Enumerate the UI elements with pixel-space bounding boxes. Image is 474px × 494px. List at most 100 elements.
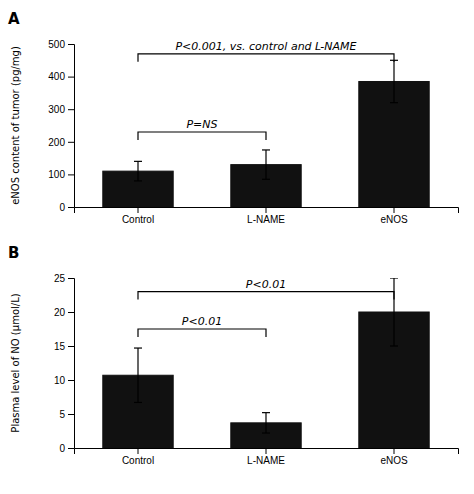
tick: 5 xyxy=(59,409,74,420)
x-axis: Control L-NAME eNOS xyxy=(75,448,459,466)
annotation: P=NS xyxy=(186,118,217,131)
marks xyxy=(103,278,429,448)
tick-mark xyxy=(68,77,74,78)
tick-mark xyxy=(266,448,267,454)
error-cap xyxy=(134,180,142,181)
tick: 10 xyxy=(54,375,74,386)
error-bar xyxy=(134,161,142,181)
tick: Control xyxy=(122,207,154,225)
tick: 0 xyxy=(59,202,74,213)
tick-label: 25 xyxy=(54,273,66,284)
tick: 25 xyxy=(54,273,74,284)
tick-mark xyxy=(394,448,395,454)
error-cap xyxy=(134,402,142,403)
axis-line xyxy=(68,45,75,208)
tick-label: eNOS xyxy=(380,214,408,225)
tick-label: 500 xyxy=(48,39,65,50)
tick-mark xyxy=(68,448,74,449)
error-bar xyxy=(262,413,270,433)
tick: eNOS xyxy=(380,448,408,466)
tick: 100 xyxy=(48,169,74,180)
marks xyxy=(103,60,429,207)
error-cap xyxy=(134,161,142,162)
tick-label: 100 xyxy=(48,169,65,180)
tick-mark xyxy=(394,207,395,213)
error-line xyxy=(393,278,394,346)
tick: 400 xyxy=(48,71,74,82)
tick: Control xyxy=(122,448,154,466)
error-cap xyxy=(390,345,398,346)
tick-mark xyxy=(68,109,74,110)
tick-label: L-NAME xyxy=(247,214,285,225)
error-cap xyxy=(134,347,142,348)
tick-mark xyxy=(138,448,139,454)
x-axis: Control L-NAME eNOS xyxy=(75,207,459,225)
panel: 0 100 200 300 400 500 Control L-NAME eNOS eNOS co… xyxy=(8,10,459,225)
tick-label: 15 xyxy=(54,341,66,352)
panel: 0 5 10 15 20 25 Control L-NAME eNOS Plasma level … xyxy=(8,244,459,466)
bracket xyxy=(138,292,394,300)
bracket xyxy=(138,132,266,140)
axis-title: eNOS content of tumor (pg/mg) xyxy=(10,46,21,205)
axis-line xyxy=(75,208,459,214)
tick-mark xyxy=(266,207,267,213)
tick: 0 xyxy=(59,443,74,454)
tick: 500 xyxy=(48,39,74,50)
tick-label: Control xyxy=(122,214,154,225)
axis-line xyxy=(68,279,75,449)
error-cap xyxy=(390,278,398,279)
tick-label: 5 xyxy=(59,409,65,420)
tick: 200 xyxy=(48,137,74,148)
error-line xyxy=(137,348,138,402)
error-bar xyxy=(262,150,270,179)
error-cap xyxy=(390,102,398,103)
tick-mark xyxy=(68,174,74,175)
tick-mark xyxy=(68,414,74,415)
error-cap xyxy=(262,412,270,413)
tick-mark xyxy=(138,207,139,213)
bracket xyxy=(138,54,394,62)
tick-label: 200 xyxy=(48,137,65,148)
tick-label: eNOS xyxy=(380,455,408,466)
tick-label: 400 xyxy=(48,71,65,82)
tick-label: 0 xyxy=(59,443,65,454)
annotations: P=NS P<0.001, vs. control and L-NAME xyxy=(138,40,394,140)
tick-label: 300 xyxy=(48,104,65,115)
error-line xyxy=(265,413,266,433)
error-cap xyxy=(262,432,270,433)
y-axis: 0 5 10 15 20 25 xyxy=(54,273,75,454)
error-bar xyxy=(390,278,398,346)
annotation: P<0.01 xyxy=(246,278,286,291)
bracket xyxy=(138,329,266,337)
annotations: P<0.01 P<0.01 xyxy=(138,278,394,337)
tick-mark xyxy=(68,312,74,313)
error-line xyxy=(393,60,394,102)
annotation: P<0.001, vs. control and L-NAME xyxy=(175,40,356,53)
tick: 300 xyxy=(48,104,74,115)
tick: 20 xyxy=(54,307,74,318)
error-cap xyxy=(262,149,270,150)
tick-mark xyxy=(68,380,74,381)
tick: L-NAME xyxy=(247,448,285,466)
tick: 15 xyxy=(54,341,74,352)
tick-mark xyxy=(68,278,74,279)
tick-mark xyxy=(68,207,74,208)
tick-label: Control xyxy=(122,455,154,466)
error-cap xyxy=(262,179,270,180)
error-line xyxy=(137,161,138,181)
error-line xyxy=(265,150,266,179)
error-bar xyxy=(390,60,398,102)
panel-label: A xyxy=(8,10,20,28)
tick: L-NAME xyxy=(247,207,285,225)
tick-mark xyxy=(68,44,74,45)
tick-label: 0 xyxy=(59,202,65,213)
error-bar xyxy=(134,348,142,402)
tick-mark xyxy=(68,142,74,143)
tick-label: L-NAME xyxy=(247,455,285,466)
tick-label: 10 xyxy=(54,375,66,386)
panel-label: B xyxy=(8,244,19,262)
tick: eNOS xyxy=(380,207,408,225)
axis-title: Plasma level of NO (μmol/L) xyxy=(10,293,21,432)
figure: 0100200300400500ControlL-NAMEeNOSeNOS co… xyxy=(0,0,474,494)
annotation: P<0.01 xyxy=(182,315,222,328)
